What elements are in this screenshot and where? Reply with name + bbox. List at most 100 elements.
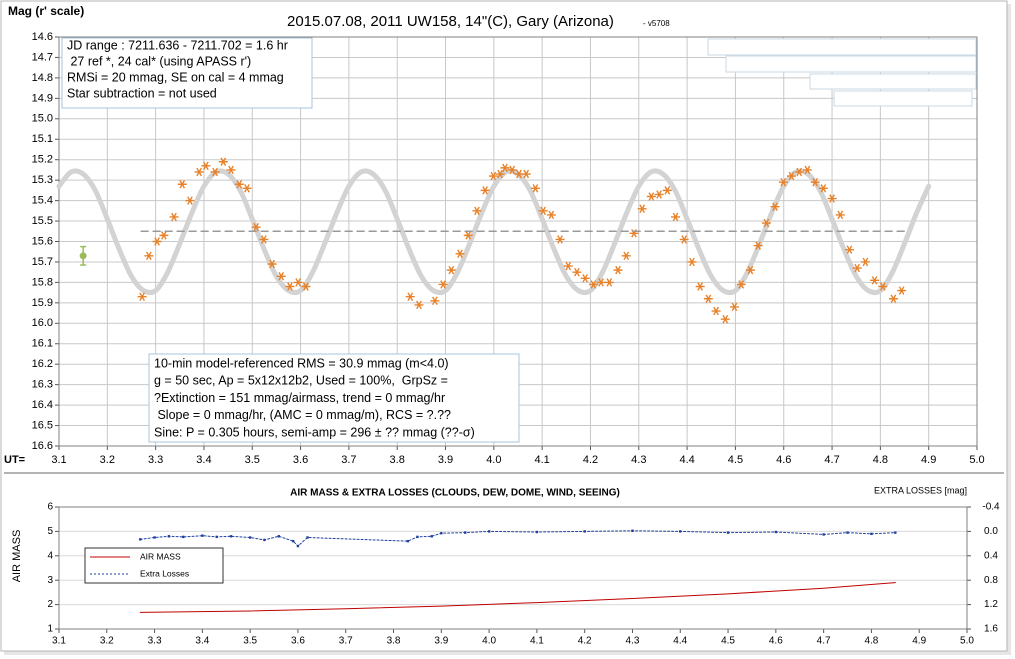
annotation-box (61, 37, 313, 109)
data-point (455, 249, 465, 259)
data-point (646, 192, 656, 201)
y-tick-label: 16.6 (32, 440, 53, 452)
annotation-text: 10-min model-referenced RMS = 30.9 mmag … (154, 356, 449, 370)
data-point (878, 282, 888, 291)
y2-tick-label: 0.4 (984, 550, 998, 561)
data-point (729, 302, 739, 312)
y-tick-label: 14.9 (32, 92, 53, 104)
data-point (210, 167, 220, 177)
y2-tick-label: 1.2 (984, 599, 998, 610)
x-tick-label: 4.6 (769, 636, 783, 647)
data-point (472, 206, 482, 216)
data-point (79, 252, 87, 260)
x-tick-label: 3.5 (245, 454, 260, 466)
empty-label-box (809, 73, 977, 90)
y-tick-label: 16.0 (32, 317, 53, 329)
data-point (822, 533, 825, 536)
data-point (406, 539, 410, 543)
y-tick-label: 15.8 (32, 276, 53, 288)
x-tick-label: 3.2 (100, 636, 114, 647)
data-point (440, 532, 443, 535)
data-point (818, 184, 828, 193)
data-point (745, 265, 755, 275)
x-tick-label: 3.2 (100, 454, 115, 466)
annotation-text: Slope = 0 mmag/hr, (AMC = 0 mmag/m), RCS… (154, 408, 451, 422)
x-tick-label: 4.0 (482, 636, 496, 647)
data-point (248, 536, 252, 539)
empty-label-box (725, 55, 977, 73)
data-point (169, 212, 179, 222)
data-point (679, 235, 689, 244)
data-point (596, 278, 606, 287)
data-point (416, 535, 419, 539)
data-point (888, 294, 898, 304)
plot-border (58, 506, 968, 630)
y-tick-label: 14.8 (32, 72, 53, 84)
y-tick-label: 16.1 (32, 338, 53, 350)
y-tick-label: 15.1 (32, 133, 53, 145)
data-point (430, 535, 433, 538)
x-tick-label: 5.0 (960, 636, 974, 647)
x-tick-label: 4.1 (535, 454, 550, 466)
annotation-text: Star subtraction = not used (67, 86, 217, 100)
plot-border (58, 36, 978, 447)
data-point (860, 257, 870, 267)
x-tick-label: 3.4 (196, 454, 211, 466)
legend-label: Extra Losses (140, 568, 189, 578)
y-tick-label: 15.5 (32, 215, 53, 227)
y-tick-label: 16.3 (32, 379, 53, 391)
data-point (563, 261, 573, 271)
y-tick-label: 15.4 (32, 195, 53, 207)
data-point (852, 263, 862, 273)
data-point (487, 530, 491, 533)
x-tick-label: 3.3 (148, 454, 163, 466)
data-point (794, 167, 804, 177)
data-point (438, 280, 448, 289)
data-point (621, 251, 631, 261)
data-point (285, 282, 295, 291)
x-tick-label: 4.4 (679, 454, 694, 466)
y-tick-label: 16.5 (32, 419, 53, 431)
annotation-text: RMSi = 20 mmag, SE on cal = 4 mmag (67, 70, 284, 84)
y-tick-label: 16.2 (32, 358, 53, 370)
data-point (538, 206, 548, 216)
legend-box (84, 547, 224, 584)
data-point (229, 535, 233, 538)
data-point (495, 169, 505, 179)
empty-label-box (833, 90, 973, 107)
data-point (430, 296, 440, 306)
y2-tick-label: 0.0 (984, 526, 998, 537)
data-point (613, 265, 623, 275)
data-point (654, 190, 664, 199)
data-point (521, 169, 531, 179)
data-point (530, 184, 540, 193)
data-point (234, 179, 244, 189)
data-point (507, 165, 517, 175)
y-tick-label: 15.0 (32, 113, 53, 125)
data-point (242, 184, 252, 193)
series-line (56, 168, 932, 296)
data-point (153, 536, 156, 539)
y-tick-label: 15.6 (32, 235, 53, 247)
x-tick-label: 4.9 (921, 454, 936, 466)
data-point (276, 272, 286, 281)
data-point (177, 179, 187, 189)
x-tick-label: 3.9 (434, 636, 448, 647)
legend-label: AIR MASS (140, 551, 181, 561)
data-point (414, 300, 424, 310)
data-point (291, 539, 295, 543)
data-point (296, 544, 300, 548)
data-point (687, 257, 697, 267)
x-tick-label: 3.8 (387, 636, 401, 647)
chart-panel: 14.6 14.7 14.8 14.9 15.0 15.1 15.2 15.3 15.4 15.5… (4, 4, 985, 466)
data-point (753, 241, 763, 250)
data-point (446, 265, 456, 275)
data-point (488, 171, 498, 181)
data-point (588, 280, 598, 289)
series-line (139, 582, 896, 613)
data-point (870, 276, 880, 285)
data-point (761, 218, 771, 228)
data-point (215, 535, 218, 539)
x-tick-label: 5.0 (969, 454, 984, 466)
